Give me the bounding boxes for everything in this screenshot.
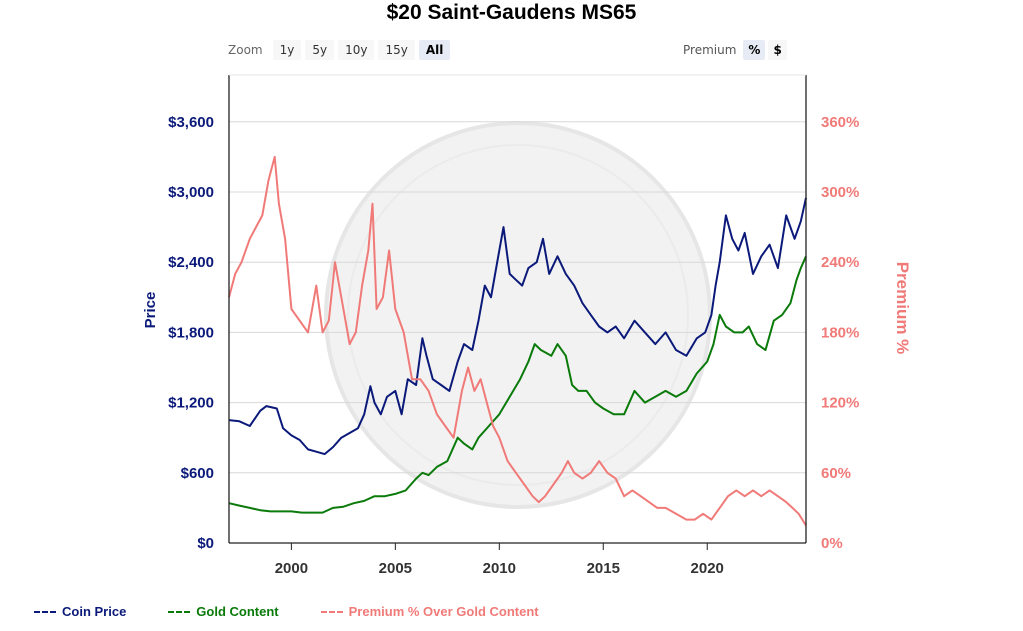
y-tick-label-left: $1,200: [168, 395, 214, 412]
legend-item-gold-content[interactable]: Gold Content: [168, 604, 279, 619]
legend-label-gold: Gold Content: [196, 604, 279, 619]
legend-swatch-premium: [320, 610, 343, 613]
y-tick-label-left: $0: [197, 535, 214, 552]
x-tick-label: 2000: [275, 560, 308, 577]
zoom-label: Zoom: [228, 43, 263, 57]
series-line-premium[interactable]: [228, 155, 807, 527]
series-line-gold-content[interactable]: [228, 255, 807, 514]
legend-item-premium[interactable]: Premium % Over Gold Content: [320, 604, 539, 619]
y-tick-label-left: $3,000: [168, 184, 214, 201]
zoom-all-button[interactable]: All: [418, 40, 451, 60]
legend-label-premium: Premium % Over Gold Content: [348, 604, 539, 619]
zoom-1y-button[interactable]: 1y: [272, 40, 302, 60]
premium-toggle: Premium % $: [683, 40, 787, 60]
y-tick-label-right: 300%: [821, 184, 859, 201]
zoom-10y-button[interactable]: 10y: [338, 40, 375, 60]
y-tick-label-right: 180%: [821, 324, 859, 341]
y-tick-label-left: $600: [181, 465, 214, 482]
x-tick-label: 2010: [483, 560, 516, 577]
legend-label-coin: Coin Price: [62, 604, 127, 619]
zoom-5y-button[interactable]: 5y: [305, 40, 335, 60]
y-axis-label-right: Premium %: [893, 262, 912, 355]
legend-item-coin-price[interactable]: Coin Price: [34, 604, 126, 619]
y-axis-label-left: Price: [142, 292, 159, 329]
chart-title: $20 Saint-Gaudens MS65: [386, 1, 637, 24]
zoom-selector: Zoom 1y 5y 10y 15y All: [228, 40, 451, 60]
y-tick-label-right: 360%: [821, 114, 859, 131]
zoom-15y-button[interactable]: 15y: [378, 40, 415, 60]
watermark: [324, 121, 712, 509]
y-tick-label-right: 240%: [821, 254, 859, 271]
y-tick-label-right: 60%: [821, 465, 851, 482]
y-tick-label-left: $1,800: [168, 324, 214, 341]
x-tick-label: 2015: [587, 560, 620, 577]
premium-dollar-button[interactable]: $: [768, 40, 787, 60]
y-tick-label-right: 0%: [821, 535, 843, 552]
x-tick-label: 2005: [379, 560, 412, 577]
x-tick-label: 2020: [691, 560, 724, 577]
y-tick-label-left: $3,600: [168, 114, 214, 131]
legend: Coin Price Gold Content Premium % Over G…: [34, 604, 539, 619]
legend-swatch-coin: [34, 610, 56, 613]
premium-percent-button[interactable]: %: [743, 40, 766, 60]
series-line-coin-price[interactable]: [228, 197, 807, 456]
y-tick-label-left: $2,400: [168, 254, 214, 271]
y-tick-label-right: 120%: [821, 395, 859, 412]
premium-toggle-label: Premium: [683, 43, 737, 57]
legend-swatch-gold: [168, 610, 191, 613]
